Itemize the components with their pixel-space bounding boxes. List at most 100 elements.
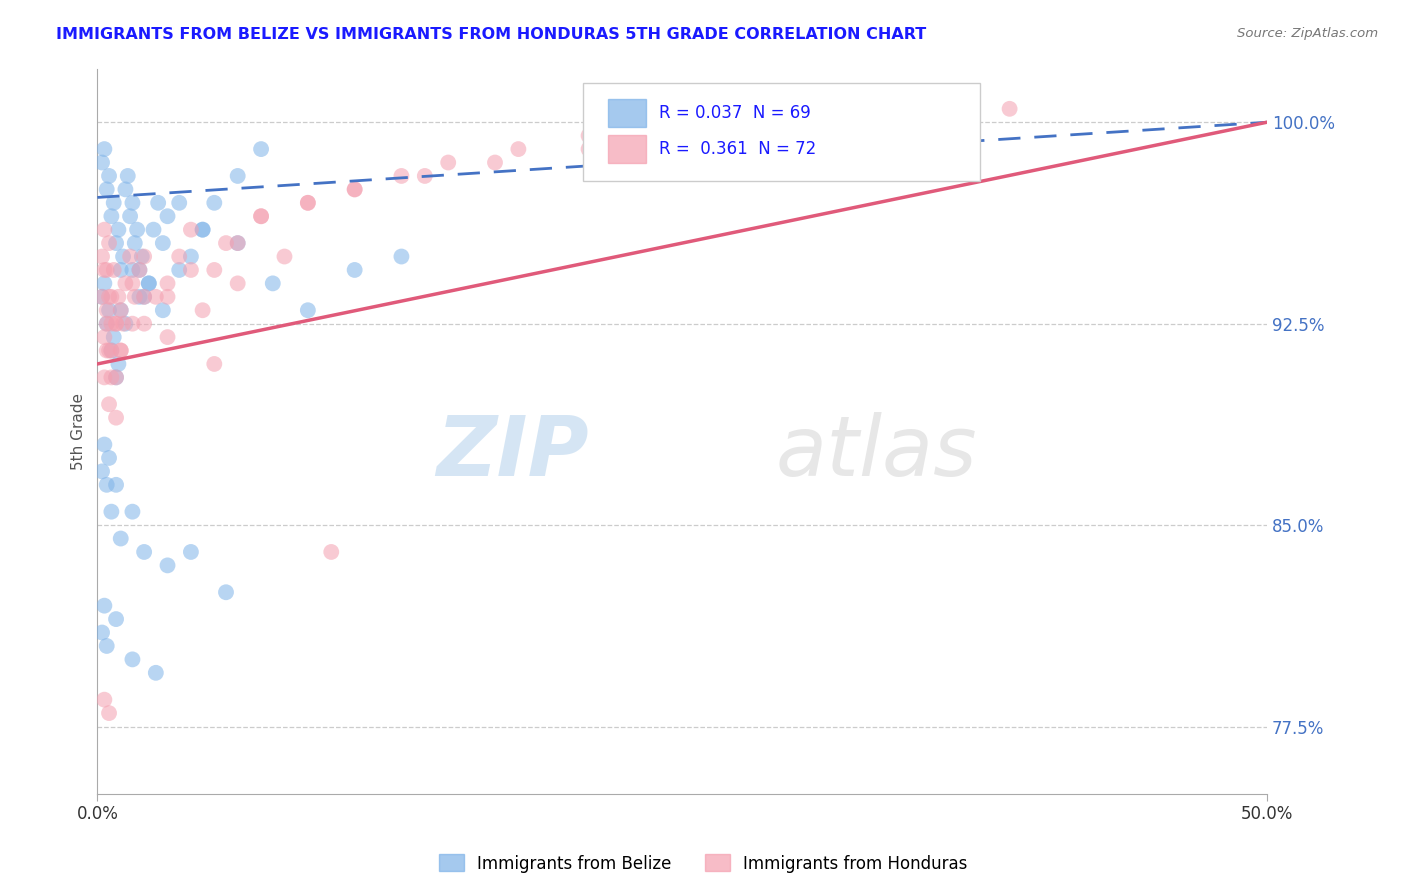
- Point: [121, 195, 143, 210]
- Point: [998, 102, 1021, 116]
- Point: [262, 277, 284, 291]
- Point: [110, 303, 132, 318]
- Point: [105, 478, 128, 492]
- Point: [191, 222, 214, 236]
- Point: [98, 290, 121, 304]
- Point: [100, 290, 122, 304]
- Point: [114, 182, 136, 196]
- Point: [114, 317, 136, 331]
- Point: [96, 317, 118, 331]
- Point: [91, 155, 114, 169]
- Point: [107, 357, 129, 371]
- Point: [226, 277, 249, 291]
- Point: [121, 652, 143, 666]
- Point: [215, 236, 238, 251]
- Point: [120, 250, 142, 264]
- Point: [121, 277, 143, 291]
- Point: [128, 290, 150, 304]
- Point: [578, 128, 600, 143]
- Point: [100, 343, 122, 358]
- Point: [321, 545, 343, 559]
- Point: [93, 222, 115, 236]
- Point: [156, 290, 179, 304]
- Point: [578, 142, 600, 156]
- Point: [98, 343, 121, 358]
- Point: [180, 263, 202, 277]
- Point: [343, 182, 366, 196]
- Point: [105, 317, 128, 331]
- Point: [91, 250, 114, 264]
- Point: [145, 290, 167, 304]
- Point: [103, 263, 125, 277]
- Point: [93, 370, 115, 384]
- Point: [98, 450, 121, 465]
- Point: [121, 317, 143, 331]
- Point: [110, 532, 132, 546]
- Point: [191, 222, 214, 236]
- Point: [98, 706, 121, 720]
- FancyBboxPatch shape: [582, 83, 980, 181]
- Point: [156, 330, 179, 344]
- Text: R = 0.037  N = 69: R = 0.037 N = 69: [659, 103, 810, 121]
- Point: [152, 303, 174, 318]
- Point: [138, 277, 160, 291]
- Point: [96, 343, 118, 358]
- Point: [180, 545, 202, 559]
- Point: [273, 250, 295, 264]
- Point: [100, 370, 122, 384]
- Point: [191, 303, 214, 318]
- Point: [226, 236, 249, 251]
- Text: atlas: atlas: [776, 412, 977, 493]
- Point: [98, 397, 121, 411]
- Point: [180, 250, 202, 264]
- Point: [202, 195, 225, 210]
- Point: [93, 263, 115, 277]
- Point: [343, 182, 366, 196]
- Point: [105, 370, 128, 384]
- Point: [134, 317, 156, 331]
- Point: [124, 236, 146, 251]
- Point: [100, 317, 122, 331]
- Point: [297, 195, 319, 210]
- Point: [93, 692, 115, 706]
- Point: [96, 317, 118, 331]
- Bar: [609, 136, 645, 163]
- Point: [103, 195, 125, 210]
- Point: [105, 410, 128, 425]
- Point: [413, 169, 436, 183]
- Point: [96, 182, 118, 196]
- Point: [128, 263, 150, 277]
- Legend: Immigrants from Belize, Immigrants from Honduras: Immigrants from Belize, Immigrants from …: [432, 847, 974, 880]
- Point: [391, 169, 413, 183]
- Text: R =  0.361  N = 72: R = 0.361 N = 72: [659, 140, 815, 158]
- Point: [96, 478, 118, 492]
- Point: [91, 290, 114, 304]
- Point: [100, 209, 122, 223]
- Point: [134, 250, 156, 264]
- Point: [91, 464, 114, 478]
- Y-axis label: 5th Grade: 5th Grade: [72, 392, 86, 469]
- Point: [250, 209, 273, 223]
- Point: [114, 277, 136, 291]
- Point: [508, 142, 530, 156]
- Point: [117, 169, 139, 183]
- Point: [695, 128, 717, 143]
- Point: [134, 290, 156, 304]
- Point: [124, 290, 146, 304]
- Point: [110, 303, 132, 318]
- Point: [671, 115, 693, 129]
- Point: [127, 222, 149, 236]
- Point: [100, 505, 122, 519]
- Point: [93, 142, 115, 156]
- Bar: [609, 99, 645, 127]
- Point: [215, 585, 238, 599]
- Point: [128, 263, 150, 277]
- Point: [180, 222, 202, 236]
- Point: [96, 263, 118, 277]
- Point: [110, 263, 132, 277]
- Point: [437, 155, 460, 169]
- Point: [91, 625, 114, 640]
- Point: [146, 195, 169, 210]
- Point: [93, 437, 115, 451]
- Point: [167, 250, 190, 264]
